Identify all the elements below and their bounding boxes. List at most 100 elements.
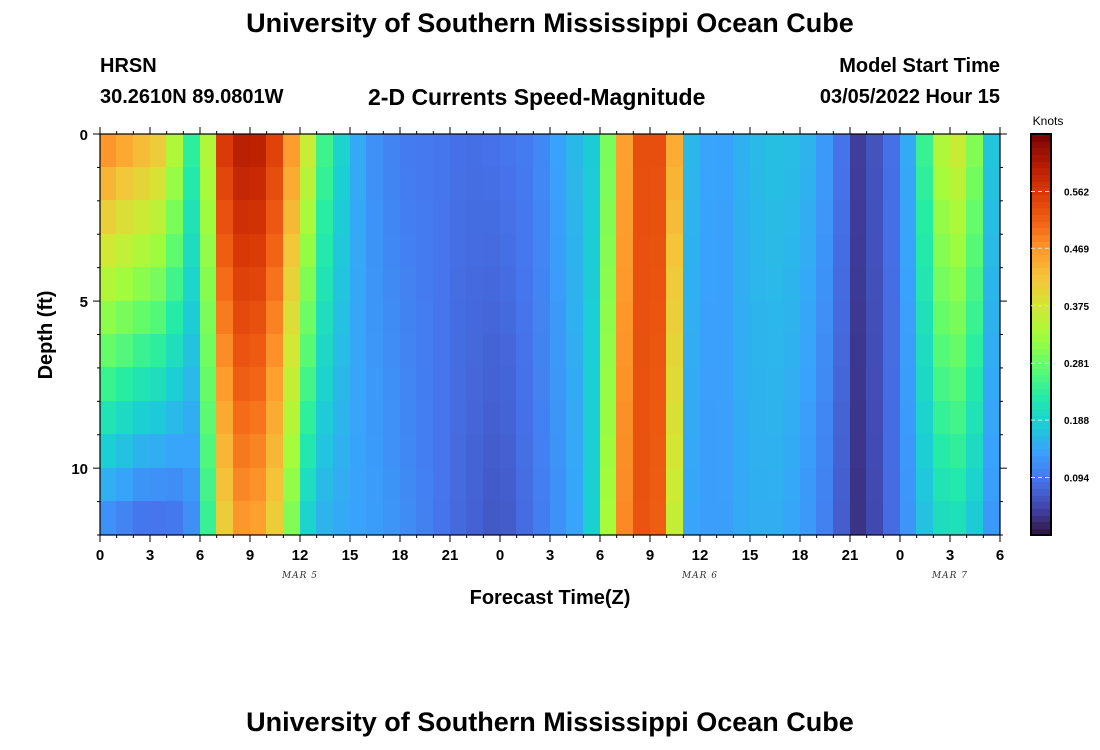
heatmap-cell (266, 267, 285, 303)
heatmap-cell (100, 367, 118, 403)
heatmap-cell (233, 334, 251, 369)
model-start-value: 03/05/2022 Hour 15 (819, 86, 1000, 108)
heatmap-cell (916, 501, 935, 536)
heatmap-cell (166, 468, 185, 503)
heatmap-cell (266, 134, 285, 169)
heatmap-cell (683, 234, 701, 269)
heatmap-cell (850, 167, 868, 202)
heatmap-cell (850, 468, 868, 503)
heatmap-cell (583, 401, 601, 436)
heatmap-cell (516, 267, 535, 303)
heatmap-cell (333, 167, 351, 202)
heatmap-cell (283, 301, 301, 336)
heatmap-cell (850, 434, 868, 470)
heatmap-cell (866, 334, 885, 369)
heatmap-cell (583, 267, 601, 303)
heatmap-cell (233, 267, 251, 303)
heatmap-cell (100, 434, 118, 470)
heatmap-cell (766, 301, 785, 336)
heatmap-cell (450, 367, 468, 403)
heatmap-cell (883, 468, 901, 503)
heatmap-cell (950, 468, 968, 503)
heatmap-cell (233, 200, 251, 236)
heatmap-cell (883, 334, 901, 369)
heatmap-cell (433, 134, 451, 169)
heatmap-cell (300, 267, 318, 303)
heatmap-cell (300, 301, 318, 336)
heatmap-cell (800, 167, 818, 202)
y-axis-label: Depth (ft) (35, 291, 57, 380)
heatmap-cell (466, 468, 485, 503)
heatmap-cell (566, 468, 585, 503)
heatmap-cell (300, 234, 318, 269)
heatmap-cell (650, 334, 668, 369)
heatmap-cell (116, 167, 135, 202)
colorbar-segment (1031, 461, 1051, 469)
heatmap-cell (383, 234, 401, 269)
heatmap-cell (150, 401, 168, 436)
heatmap-cell (783, 367, 801, 403)
colorbar-segment (1031, 488, 1051, 496)
heatmap-cell (616, 367, 635, 403)
heatmap-cell (833, 267, 851, 303)
heatmap-cell (183, 401, 201, 436)
heatmap-cell (150, 334, 168, 369)
heatmap-cell (600, 334, 618, 369)
heatmap-cell (166, 434, 185, 470)
colorbar-segment (1031, 494, 1051, 502)
heatmap-cell (816, 200, 835, 236)
heatmap-cell (283, 367, 301, 403)
heatmap-cell (966, 134, 985, 169)
heatmap-cell (966, 468, 985, 503)
heatmap-cell (866, 167, 885, 202)
heatmap-cell (883, 167, 901, 202)
heatmap-cell (316, 200, 335, 236)
heatmap-cell (900, 267, 918, 303)
heatmap-cell (116, 200, 135, 236)
heatmap-cell (366, 367, 385, 403)
heatmap-cell (866, 267, 885, 303)
heatmap-cell (933, 301, 951, 336)
heatmap-cell (483, 301, 501, 336)
heatmap-cell (483, 367, 501, 403)
heatmap-cell (833, 468, 851, 503)
heatmap-cell (583, 434, 601, 470)
colorbar-segment (1031, 167, 1051, 175)
heatmap-cell (366, 468, 385, 503)
heatmap-cell (816, 301, 835, 336)
colorbar-segment (1031, 387, 1051, 395)
colorbar-segment (1031, 174, 1051, 182)
heatmap-cell (916, 434, 935, 470)
heatmap-cell (633, 334, 651, 369)
heatmap-cell (533, 367, 551, 403)
x-tick-label: 3 (946, 547, 954, 564)
heatmap-cell (516, 167, 535, 202)
heatmap-cell (950, 301, 968, 336)
heatmap-cell (266, 468, 285, 503)
heatmap-cell (233, 367, 251, 403)
heatmap-cell (200, 200, 218, 236)
heatmap-cell (350, 468, 368, 503)
heatmap-cell (133, 367, 151, 403)
heatmap-cell (166, 401, 185, 436)
heatmap-cell (983, 501, 1001, 536)
colorbar-segment (1031, 408, 1051, 416)
heatmap-cell (683, 434, 701, 470)
heatmap-cell (316, 468, 335, 503)
heatmap-cell (416, 468, 435, 503)
station-name: HRSN (100, 55, 157, 77)
heatmap-cell (116, 301, 135, 336)
heatmap-cell (883, 301, 901, 336)
colorbar-segment (1031, 240, 1051, 248)
colorbar-segment (1031, 227, 1051, 235)
heatmap-cell (333, 267, 351, 303)
heatmap-cell (516, 501, 535, 536)
x-tick-labels: 0 3 6 9 12 15 18 21 0 3 6 9 12 15 18 21 0 3 6 (96, 547, 1004, 564)
y-tick-label: 0 (80, 127, 88, 144)
heatmap-cell (733, 501, 751, 536)
colorbar-segment (1031, 428, 1051, 436)
heatmap-cell (916, 200, 935, 236)
heatmap-cell (100, 301, 118, 336)
heatmap-cell (650, 468, 668, 503)
heatmap-cell (800, 501, 818, 536)
